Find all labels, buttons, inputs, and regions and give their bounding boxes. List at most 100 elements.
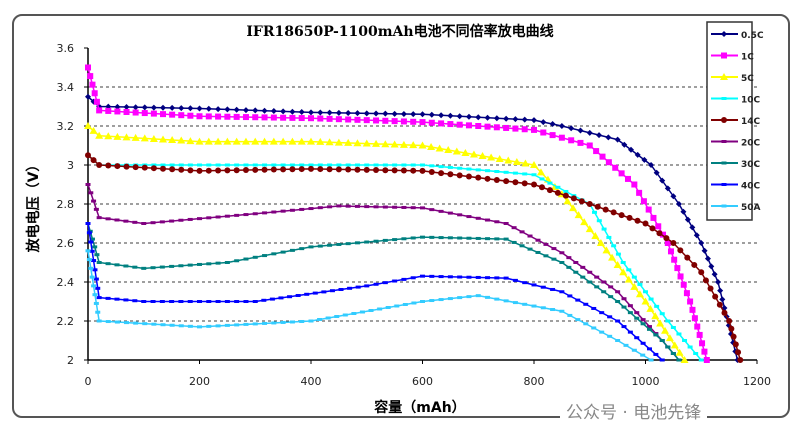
data-point [420, 235, 425, 239]
data-point [347, 286, 353, 290]
data-point [737, 357, 744, 363]
data-point [420, 274, 425, 278]
data-point [354, 166, 361, 173]
data-point [86, 231, 92, 235]
data-point [150, 110, 157, 117]
data-point [567, 294, 573, 298]
data-point [94, 253, 100, 257]
data-point [326, 166, 333, 173]
data-point [92, 268, 98, 272]
data-point [573, 261, 579, 264]
data-point [512, 179, 519, 186]
data-point [607, 315, 613, 319]
data-point [487, 153, 496, 161]
data-point [299, 319, 305, 323]
data-point [427, 143, 436, 150]
data-point [169, 264, 175, 268]
data-point [540, 129, 547, 136]
data-point [270, 108, 277, 115]
data-point [611, 244, 617, 248]
data-point [429, 164, 435, 168]
data-point [484, 175, 491, 182]
data-point [554, 189, 561, 196]
data-point [558, 123, 565, 129]
data-point [262, 254, 268, 258]
data-point [599, 311, 605, 315]
data-point [551, 257, 557, 261]
legend-label: 40C [741, 182, 761, 192]
data-point [683, 290, 690, 297]
data-point [485, 218, 491, 222]
data-point [649, 225, 656, 232]
y-tick-label: 2 [67, 354, 74, 367]
data-point [308, 115, 314, 122]
data-point [114, 218, 120, 222]
data-point [224, 113, 231, 120]
data-point [656, 319, 665, 327]
data-point [447, 121, 454, 128]
data-point [95, 131, 104, 139]
data-point [637, 282, 643, 286]
data-point [233, 113, 240, 120]
data-point [587, 270, 593, 274]
y-tick-label: 2.6 [57, 237, 75, 250]
data-point [634, 151, 641, 158]
data-point [159, 220, 165, 224]
data-point [122, 133, 131, 141]
data-point [438, 298, 444, 302]
data-point [626, 268, 632, 272]
data-point [680, 208, 687, 215]
data-point [381, 140, 390, 148]
series-line [87, 223, 663, 361]
data-point [626, 214, 633, 221]
data-point [540, 306, 546, 310]
data-point [402, 303, 408, 306]
data-point [206, 262, 212, 266]
data-point [140, 134, 149, 142]
data-point [717, 287, 724, 294]
data-point [304, 292, 310, 296]
data-point [621, 305, 627, 309]
y-tick-label: 3.4 [57, 81, 75, 94]
data-point [169, 166, 176, 173]
data-point [677, 247, 684, 254]
data-point [503, 299, 509, 303]
data-point [354, 110, 361, 117]
data-point [169, 323, 175, 327]
data-point [382, 281, 388, 285]
data-point [252, 322, 258, 326]
data-point [543, 242, 549, 246]
data-point [141, 222, 147, 225]
data-point [391, 118, 398, 125]
data-point [682, 339, 688, 342]
data-point [719, 296, 726, 303]
data-point [596, 239, 605, 246]
data-point [289, 320, 295, 324]
data-point [655, 223, 662, 230]
data-point [187, 167, 194, 174]
data-point [420, 300, 425, 303]
data-point [684, 216, 691, 223]
legend-marker [721, 97, 727, 100]
data-point [95, 310, 101, 314]
data-point [699, 340, 706, 347]
data-point [714, 279, 721, 285]
data-point [252, 212, 258, 216]
data-point [539, 177, 545, 181]
data-point [88, 266, 94, 270]
data-point [587, 280, 593, 284]
data-point [391, 167, 398, 174]
data-point [559, 251, 565, 255]
data-point [373, 110, 380, 117]
data-point [262, 211, 268, 215]
data-point [621, 297, 627, 301]
data-point [698, 269, 705, 276]
data-point [308, 163, 314, 167]
data-point [566, 256, 572, 260]
data-point [656, 230, 663, 237]
data-point [664, 185, 671, 192]
series-50A [85, 249, 654, 362]
data-point [233, 167, 240, 174]
data-point [197, 217, 202, 221]
data-point [569, 204, 578, 212]
